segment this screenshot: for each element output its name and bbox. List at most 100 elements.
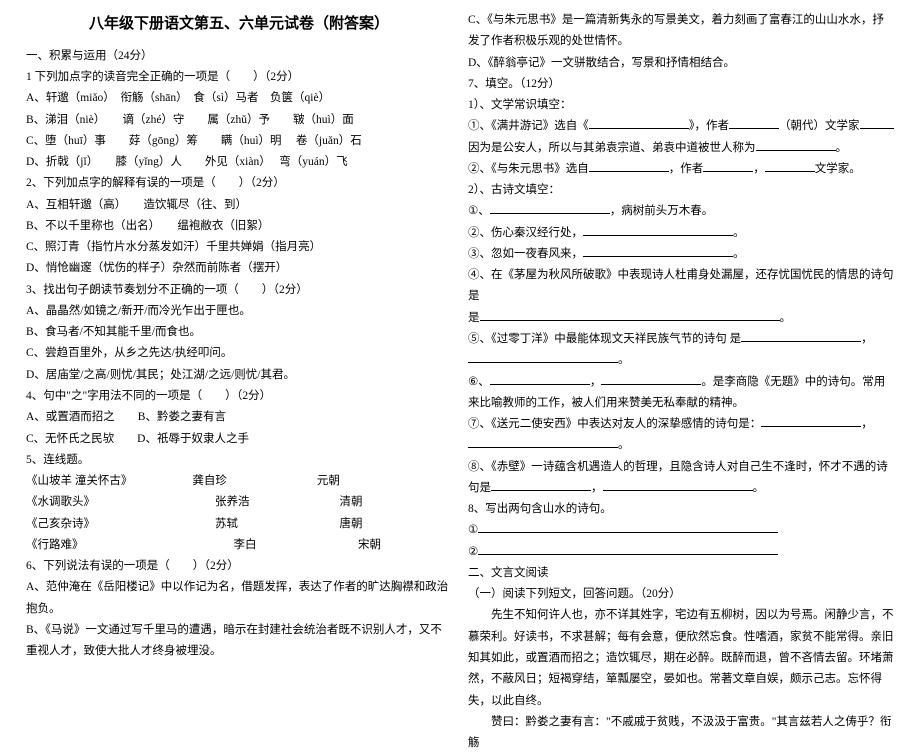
passage-2: 赞曰：黔娄之妻有言："不戚戚于贫贱，不汲汲于富贵。"其言兹若人之俦乎？衔觞	[468, 712, 894, 754]
q5: 5、连线题。	[26, 450, 452, 471]
q2-a: A、互相轩邈（高） 造饮辄尽（往、到）	[26, 195, 452, 216]
q5-row2: 《水调歌头》 张养浩 清朝	[26, 492, 452, 513]
q1-c: C、堕（huī）事 䒵（gōng）筹 瞒（huì）明 卷（juǎn）石	[26, 131, 452, 152]
q7-1a-mid2: （朝代）文学家	[779, 120, 860, 132]
q5-row1: 《山坡羊 潼关怀古》龚自珍元朝	[26, 471, 452, 492]
q1-d: D、折戟（jǐ） 膝（yǐng）人 外见（xiàn） 弯（yuán）飞	[26, 152, 452, 173]
blank[interactable]	[478, 542, 778, 555]
q5-r1-b: 龚自珍	[192, 475, 227, 487]
q2-d: D、悄怆幽邃（忧伤的样子）杂然而前陈者（摆开）	[26, 258, 452, 279]
blank[interactable]	[741, 329, 861, 342]
q2-c: C、照汀青（指竹片水分蒸发如汗）千里共婵娟（指月亮）	[26, 237, 452, 258]
q7-2-1-end: ，病树前头万木春。	[610, 205, 714, 217]
blank[interactable]	[491, 478, 591, 491]
q6-b: B、《马说》一文通过写千里马的遭遇，暗示在封建社会统治者既不识别人才，又不重视人…	[26, 620, 452, 663]
blank[interactable]	[860, 117, 895, 130]
section-1-heading: 一、积累与运用（24分）	[26, 46, 452, 67]
q2-b: B、不以千里称也（出名） 缊袍敝衣（旧絮）	[26, 216, 452, 237]
q5-r2-a: 《水调歌头》	[26, 496, 95, 508]
blank[interactable]	[589, 117, 689, 130]
blank[interactable]	[480, 308, 780, 321]
q7-2-7: ⑦、《送元二使安西》中表达对友人的深挚感情的诗句是：，。	[468, 414, 894, 457]
q7-2-2-pre: ②、伤心秦汉经行处，	[468, 227, 583, 239]
blank[interactable]	[583, 223, 733, 236]
q1-a: A、轩邈（miǎo） 衔觞（shān） 食（sì）马者 负箧（qiè）	[26, 88, 452, 109]
q5-r4-c: 宋朝	[358, 539, 381, 551]
q6: 6、下列说法有误的一项是（ ）（2分）	[26, 556, 452, 577]
q7-1b-pre: ②、《与朱元思书》选自	[468, 163, 589, 175]
q5-r2-c: 清朝	[340, 496, 363, 508]
blank[interactable]	[490, 202, 610, 215]
q5-r3-c: 唐朝	[340, 518, 363, 530]
q6-a: A、范仲淹在《岳阳楼记》中以作记为名，借题发挥，表达了作者的旷达胸襟和政治抱负。	[26, 577, 452, 620]
q7-1a-mid: 》，作者	[689, 120, 729, 132]
q7-1-b: ②、《与朱元思书》选自 ，作者 ， 文学家。	[468, 159, 894, 180]
q7-2-1-pre: ①、	[468, 205, 490, 217]
q7-2-8: ⑧、《赤壁》一诗蕴含机遇造人的哲理，且隐含诗人对自己生不逢时，怀才不遇的诗句是，…	[468, 457, 894, 500]
q7-1-a: ①、《满井游记》选自《》，作者（朝代）文学家。	[468, 116, 894, 137]
blank[interactable]	[490, 372, 590, 385]
q5-r3-b: 苏轼	[215, 518, 238, 530]
q4: 4、句中"之"字用法不同的一项是（ ）（2分）	[26, 386, 452, 407]
right-column: C、《与朱元思书》是一篇清新隽永的写景美文，着力刻画了富春江的山山水水，抒发了作…	[460, 10, 902, 640]
q7-2-1: ①、 ，病树前头万木春。	[468, 201, 894, 222]
q3-d: D、居庙堂/之高/则忧/其民；处江湖/之远/则忧/其君。	[26, 365, 452, 386]
blank[interactable]	[468, 436, 618, 449]
blank[interactable]	[765, 159, 815, 172]
q8-2: ②	[468, 542, 894, 563]
section-2-sub: （一）阅读下列短文，回答问题。（20分）	[468, 584, 894, 605]
q7: 7、填空。（12分）	[468, 74, 894, 95]
blank[interactable]	[583, 244, 733, 257]
q3: 3、找出句子朗读节奏划分不正确的一项（ ）（2分）	[26, 280, 452, 301]
q5-row4: 《行路难》李白 宋朝	[26, 535, 452, 556]
q7-2-5-pre: ⑤、《过零丁洋》中最能体现文天祥民族气节的诗句 是	[468, 333, 741, 345]
blank[interactable]	[703, 159, 753, 172]
q7-2-6-pre: ⑥、	[468, 376, 490, 388]
q8-2-label: ②	[468, 546, 478, 558]
blank[interactable]	[589, 159, 669, 172]
q7-2-2: ②、伤心秦汉经行处，。	[468, 223, 894, 244]
q3-c: C、尝趋百里外，从乡之先达/执经叩问。	[26, 343, 452, 364]
blank[interactable]	[601, 372, 701, 385]
q3-b: B、食马者/不知其能千里/而食也。	[26, 322, 452, 343]
q7-2-6: ⑥、，。是李商隐《无题》中的诗句。常用来比喻教师的工作，被人们用来赞美无私奉献的…	[468, 372, 894, 415]
q7-1a2-text: 因为是公安人，所以与其弟袁宗道、弟袁中道被世人称为	[468, 142, 756, 154]
q7-1a-pre: ①、《满井游记》选自《	[468, 120, 589, 132]
q8: 8、写出两句含山水的诗句。	[468, 499, 894, 520]
blank[interactable]	[603, 478, 753, 491]
q7-1b-end: 文学家。	[815, 163, 861, 175]
q7-1-a2: 因为是公安人，所以与其弟袁宗道、弟袁中道被世人称为。	[468, 138, 894, 159]
q7-2-7-pre: ⑦、《送元二使安西》中表达对友人的深挚感情的诗句是：	[468, 418, 761, 430]
q7-1b-mid2: ，	[753, 163, 765, 175]
blank[interactable]	[756, 138, 836, 151]
q4-ab: A、或置酒而招之 B、黔娄之妻有言	[26, 407, 452, 428]
q8-1: ①	[468, 520, 894, 541]
q1: 1 下列加点字的读音完全正确的一项是（ ）（2分）	[26, 67, 452, 88]
exam-title: 八年级下册语文第五、六单元试卷（附答案）	[26, 10, 452, 38]
q6-d: D、《醉翁亭记》一文骈散结合，写景和抒情相结合。	[468, 53, 894, 74]
q8-1-label: ①	[468, 524, 478, 536]
blank[interactable]	[468, 351, 618, 364]
q5-r2-b: 张养浩	[215, 496, 250, 508]
blank[interactable]	[478, 521, 778, 534]
q7-2-5: ⑤、《过零丁洋》中最能体现文天祥民族气节的诗句 是，。	[468, 329, 894, 372]
q7-2-4: ④、在《茅屋为秋风所破歌》中表现诗人杜甫身处漏屋，还存忧国忧民的情思的诗句是是。	[468, 265, 894, 329]
q5-row3: 《己亥杂诗》 苏轼 唐朝	[26, 514, 452, 535]
q7-2-3: ③、忽如一夜春风来，。	[468, 244, 894, 265]
q7-2-3-pre: ③、忽如一夜春风来，	[468, 248, 583, 260]
q5-r4-a: 《行路难》	[26, 539, 84, 551]
blank[interactable]	[729, 117, 779, 130]
q5-r3-a: 《己亥杂诗》	[26, 518, 95, 530]
q7-2-4-text: ④、在《茅屋为秋风所破歌》中表现诗人杜甫身处漏屋，还存忧国忧民的情思的诗句是	[468, 269, 894, 302]
q1-b: B、涕泪（niè） 谪（zhé）守 属（zhǔ）予 皲（huì）面	[26, 110, 452, 131]
q7-2: 2）、古诗文填空：	[468, 180, 894, 201]
q2: 2、下列加点字的解释有误的一项是（ ）（2分）	[26, 173, 452, 194]
blank[interactable]	[761, 414, 861, 427]
q4-cd: C、无怀氏之民欤 D、祇辱于奴隶人之手	[26, 429, 452, 450]
left-column: 八年级下册语文第五、六单元试卷（附答案） 一、积累与运用（24分） 1 下列加点…	[18, 10, 460, 640]
section-2-heading: 二、文言文阅读	[468, 563, 894, 584]
q6-c: C、《与朱元思书》是一篇清新隽永的写景美文，着力刻画了富春江的山山水水，抒发了作…	[468, 10, 894, 53]
q5-r1-c: 元朝	[317, 475, 340, 487]
q7-1: 1）、文学常识填空：	[468, 95, 894, 116]
q7-1b-mid: ，作者	[669, 163, 704, 175]
